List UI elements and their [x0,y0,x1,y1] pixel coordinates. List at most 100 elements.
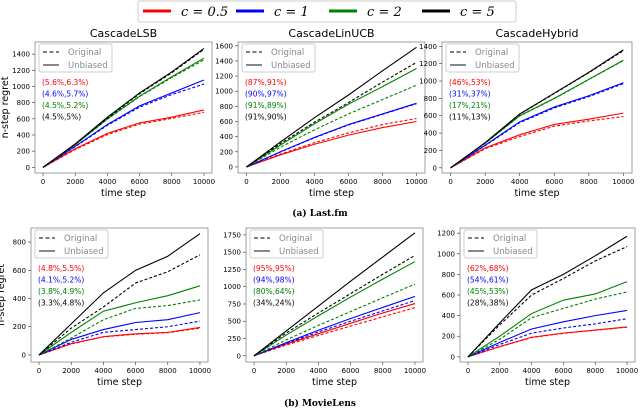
y-tick-label: 1500 [223,249,241,257]
annotation-c5: (11%,13%) [449,113,491,122]
annotation-c0.5: (5.6%,6.3%) [42,78,88,87]
series-unbiased-c0.5 [246,120,417,168]
legend-unbiased: Unbiased [279,247,319,257]
y-tick-label: 500 [228,318,241,326]
annotation-c5: (3.3%,4.8%) [38,299,84,308]
y-tick-label: 800 [17,99,30,107]
annotation-c0.5: (46%,53%) [449,78,491,87]
series-unbiased-c1 [38,312,201,356]
y-tick-label: 400 [17,131,30,139]
series-unbiased-c1 [450,82,624,169]
y-tick-label: 200 [220,148,233,156]
series-unbiased-c5 [253,232,416,357]
y-tick-label: 0 [26,164,30,172]
series-original-c1 [450,83,624,169]
x-tick-label: 2000 [272,178,290,186]
y-tick-label: 250 [228,335,241,343]
y-tick-label: 400 [220,133,233,141]
x-tick-label: 10000 [404,367,426,375]
y-tick-label: 800 [13,239,26,247]
y-tick-label: 1400 [419,43,437,51]
series-original-c0.5 [450,116,624,169]
y-tick-label: 200 [17,148,30,156]
x-tick-label: 2000 [277,367,295,375]
series-unbiased-c0.5 [450,112,624,169]
x-tick-label: 4000 [98,178,116,186]
annotation-c2: (80%,64%) [253,287,295,296]
subplot-title: CascadeLSB [90,27,157,40]
series-original-c5 [38,254,201,356]
y-tick-label: 0 [22,351,26,359]
series-unbiased-c2 [253,261,416,357]
annotation-c1: (94%,98%) [253,276,295,285]
annotation-c5: (28%,38%) [467,299,509,308]
y-tick-label: 400 [424,130,437,138]
series-unbiased-c0.5 [467,326,628,358]
series-original-c2 [246,84,417,168]
x-tick-label: 8000 [374,178,392,186]
annotation-c1: (54%,61%) [467,276,509,285]
series-unbiased-c0.5 [42,109,205,168]
subplot-2: CascadeLinUCB 0 2000 4000 6000 8000 10000 0 200 4… [215,27,427,199]
y-tick-label: 1200 [215,73,233,81]
annotation-c2: (3.8%,4.9%) [38,287,84,296]
legend-unbiased: Unbiased [475,61,515,71]
y-tick-label: 600 [13,267,26,275]
x-axis-label: time step [525,377,570,388]
y-tick-label: 1000 [12,83,30,91]
top-legend: c = 0.5 c = 1 c = 2 c = 5 [137,0,517,23]
series-unbiased-c5 [467,235,628,358]
legend-label: c = 2 [367,5,402,20]
series-original-c5 [246,61,417,168]
y-tick-label: 1000 [215,88,233,96]
y-tick-label: 1600 [215,42,233,50]
legend-unbiased: Unbiased [271,61,311,71]
y-tick-label: 400 [13,295,26,303]
series-unbiased-c1 [467,309,628,358]
x-tick-label: 2000 [62,367,80,375]
y-tick-label: 200 [442,333,455,341]
y-tick-label: 1000 [419,78,437,86]
annotation-c2: (4.5%,5.2%) [42,101,88,110]
series-original-c1 [467,318,628,358]
annotation-c5: (91%,90%) [245,113,287,122]
x-axis-label: time step [309,188,354,199]
y-tick-label: 800 [442,271,455,279]
subplot-6: 0 2000 4000 6000 8000 10000 0 200 400 600 800 1000 1… [437,227,638,388]
series-unbiased-c0.5 [38,326,201,356]
annotation-c1: (90%,97%) [245,90,287,99]
x-tick-label: 2000 [491,367,509,375]
series-original-c2 [467,291,628,358]
y-tick-label: 200 [424,147,437,155]
x-tick-label: 0 [252,367,256,375]
x-tick-label: 0 [37,367,41,375]
series-original-c0.5 [246,117,417,168]
x-axis-label: time step [97,377,142,388]
x-tick-label: 4000 [511,178,529,186]
y-tick-label: 800 [424,95,437,103]
caption-a: (a) Last.fm [292,208,348,219]
x-tick-label: 8000 [159,367,177,375]
legend-original: Original [493,234,526,244]
x-tick-label: 4000 [94,367,112,375]
style-legend: Original Unbiased [463,229,538,259]
y-tick-label: 1750 [223,231,241,239]
annotation-c0.5: (95%,95%) [253,264,295,273]
series-original-c2 [38,299,201,356]
series-unbiased-c1 [42,79,205,168]
x-tick-label: 0 [448,178,452,186]
series-original-c5 [253,254,416,357]
x-tick-label: 4000 [309,367,327,375]
legend-unbiased: Unbiased [64,247,104,257]
y-tick-label: 0 [237,352,241,360]
x-tick-label: 10000 [405,178,427,186]
annotation-c0.5: (87%,91%) [245,78,287,87]
x-tick-label: 6000 [545,178,563,186]
series-unbiased-c0.5 [253,303,416,357]
y-axis-label: n-step regret [0,76,11,138]
y-tick-label: 0 [433,164,437,172]
series-unbiased-c5 [38,233,201,356]
y-tick-label: 200 [13,323,26,331]
style-legend: Original Unbiased [38,43,113,73]
